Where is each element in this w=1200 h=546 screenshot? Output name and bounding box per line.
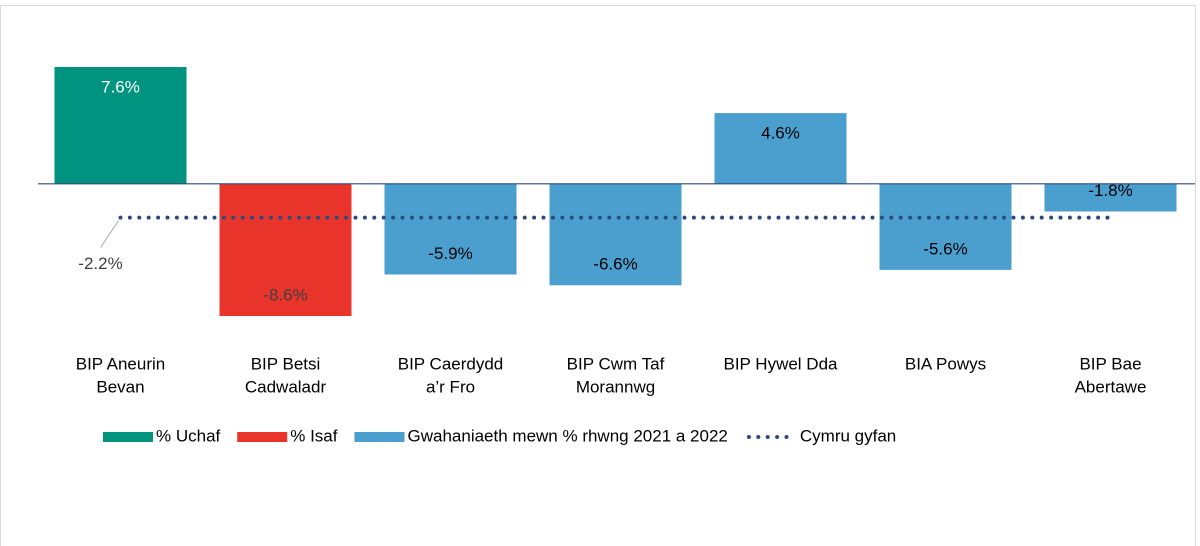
x-tick-label: a’r Fro [426, 377, 475, 396]
bar [54, 67, 187, 184]
legend-label: % Isaf [290, 426, 338, 445]
reference-label: -2.2% [78, 254, 122, 273]
legend-label: Cymru gyfan [800, 426, 896, 445]
x-tick-label: BIA Powys [905, 354, 986, 373]
data-label: -5.9% [428, 244, 472, 263]
legend-swatch [103, 432, 153, 442]
legend-label: % Uchaf [156, 426, 221, 445]
x-tick-label: BIP Hywel Dda [723, 354, 838, 373]
data-label: -5.6% [923, 239, 967, 258]
bar [549, 183, 682, 286]
legend-swatch [237, 432, 288, 442]
bar [879, 183, 1012, 270]
bar [714, 113, 847, 184]
x-tick-label: BIP Aneurin [76, 354, 165, 373]
x-tick-label: Abertawe [1075, 377, 1147, 396]
leader-line [100, 220, 119, 248]
bar [1044, 183, 1177, 212]
legend-label: Gwahaniaeth mewn % rhwng 2021 a 2022 [408, 426, 728, 445]
x-tick-label: BIP Caerdydd [398, 354, 504, 373]
x-tick-label: Cadwaladr [245, 377, 327, 396]
bar [219, 183, 352, 316]
data-label: -1.8% [1088, 181, 1132, 200]
x-tick-label: BIP Cwm Taf [567, 354, 665, 373]
x-tick-label: BIP Bae [1079, 354, 1141, 373]
x-tick-label: BIP Betsi [251, 354, 321, 373]
bar [384, 183, 517, 275]
x-tick-label: Bevan [96, 377, 144, 396]
data-label: -8.6% [263, 285, 307, 304]
legend-swatch [354, 432, 405, 442]
x-tick-label: Morannwg [576, 377, 655, 396]
data-label: 7.6% [101, 77, 140, 96]
data-label: 4.6% [761, 124, 800, 143]
data-label: -6.6% [593, 255, 637, 274]
